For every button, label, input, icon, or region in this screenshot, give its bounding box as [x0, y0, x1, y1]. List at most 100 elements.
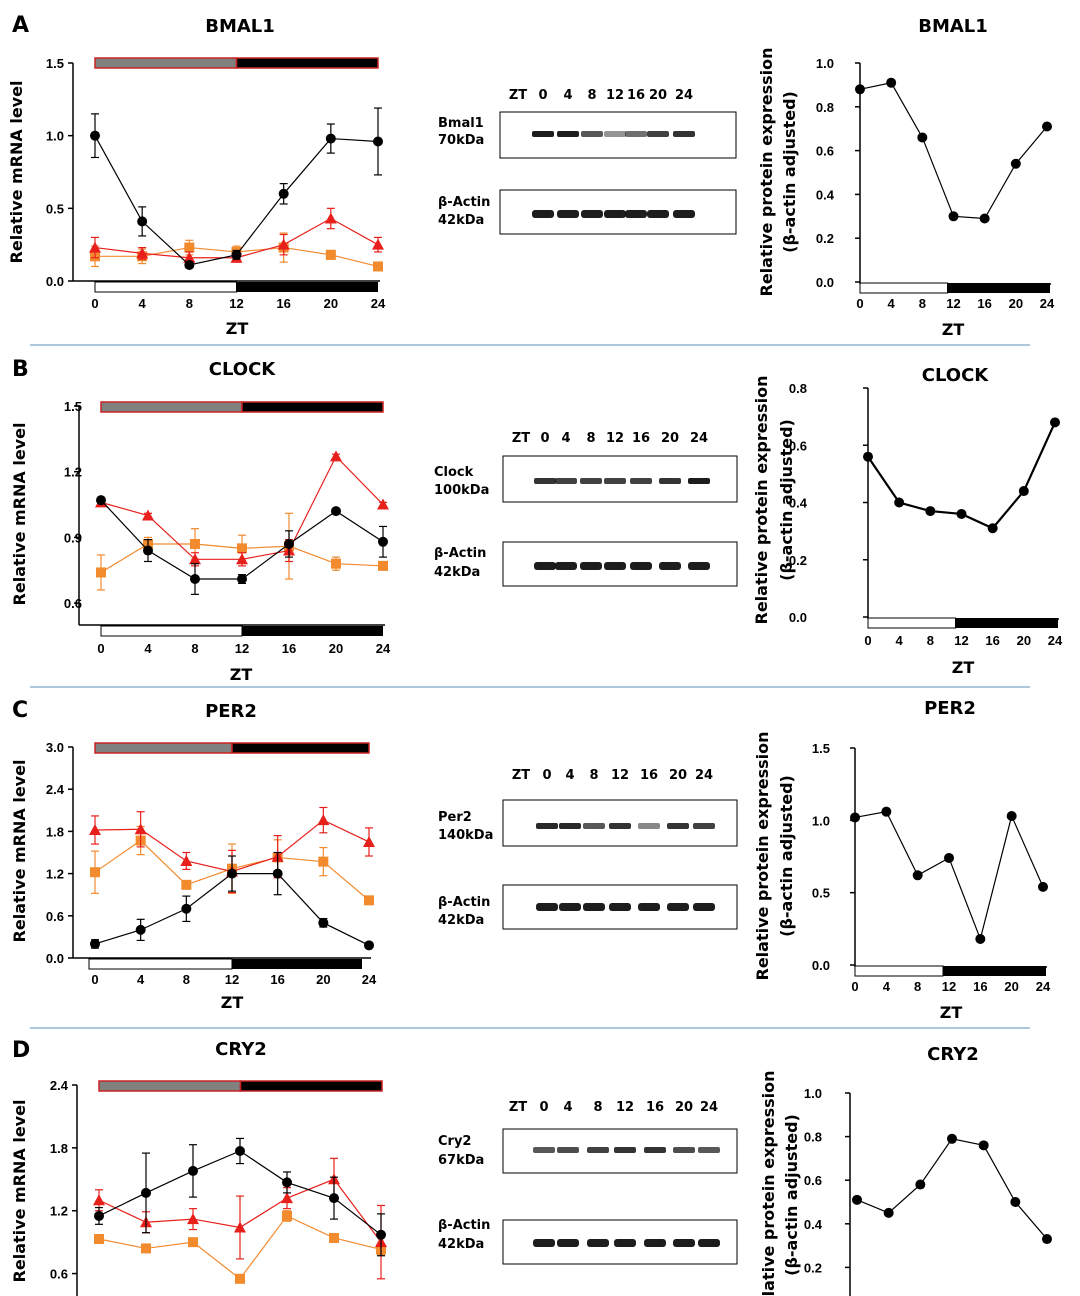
panel-c: C PER2 0.0 0.6 1.2 1.8 2.4 3.0 Relative mRNA lev… [10, 698, 1051, 1029]
y-tick-label: 1.8 [46, 824, 64, 839]
dark-phase-axis-bar [232, 959, 362, 969]
control-band-size: 42kDa [438, 913, 484, 928]
target-band [609, 823, 631, 829]
x-tick-label: 4 [883, 979, 891, 994]
blot-lane-label: 0 [540, 431, 549, 446]
y-tick-label: 0.4 [804, 1217, 823, 1232]
blot-lane-label: 8 [586, 431, 595, 446]
y-tick-label: 3.0 [46, 740, 64, 755]
target-band [583, 823, 605, 829]
blot-lane-label: 0 [538, 88, 547, 103]
y-tick-label: 0.4 [816, 187, 835, 202]
western-blot: ZT 0 4 8 12 16 20 24 Bmal1 70kDa β-Actin 42kDa [438, 88, 737, 235]
target-band-size: 100kDa [434, 483, 489, 498]
y-tick-label: 1.2 [46, 867, 64, 882]
protein-data-point [975, 933, 986, 944]
control-band-name: β-Actin [438, 1218, 490, 1233]
protein-chart: CRY2 0.2 0.4 0.6 0.8 1.0 Relative protein expr… [759, 1044, 1052, 1296]
x-tick-label: 20 [329, 641, 343, 656]
data-point [94, 1210, 104, 1221]
target-band [534, 478, 556, 484]
mrna-y-label: Relative mRNA level [10, 760, 29, 943]
western-blot: ZT 0 4 8 12 16 20 24 Cry2 67kDa β-Actin 42kDa [438, 1100, 738, 1265]
control-band [557, 210, 579, 218]
data-point [325, 249, 336, 260]
light-phase-axis-bar [859, 282, 948, 294]
series-circle [90, 107, 383, 271]
y-tick-label: 0.6 [50, 1267, 68, 1282]
protein-data-point [886, 77, 897, 88]
dark-phase-bar [241, 401, 384, 413]
mrna-x-label: ZT [230, 665, 253, 684]
control-band-size: 42kDa [434, 565, 480, 580]
target-band [630, 478, 652, 484]
dark-phase-axis-bar [242, 626, 383, 636]
x-tick-label: 16 [276, 296, 290, 311]
protein-x-label: ZT [940, 1003, 963, 1022]
blot-zt-label: ZT [512, 768, 530, 783]
x-tick-label: 20 [1017, 633, 1031, 648]
x-tick-label: 4 [139, 296, 147, 311]
mrna-chart-title: CLOCK [209, 359, 277, 380]
control-band [647, 210, 669, 218]
light-phase-axis-bar [88, 958, 233, 970]
y-tick-label: 0.2 [789, 553, 807, 568]
protein-data-point [881, 806, 892, 817]
mrna-chart: BMAL1 0.0 0.5 1.0 1.5 Relative mRNA level 0 4 8 1… [7, 16, 386, 338]
data-point [373, 136, 383, 147]
target-band [604, 131, 626, 137]
blot-lane-label: 12 [606, 431, 624, 446]
data-point [180, 854, 193, 866]
data-point [190, 574, 200, 585]
data-point [237, 574, 247, 585]
control-band [559, 903, 581, 911]
mrna-y-label: Relative mRNA level [10, 1100, 29, 1283]
panel-letter: C [12, 698, 28, 723]
target-band [667, 823, 689, 829]
panel-letter: D [12, 1038, 30, 1063]
x-tick-label: 24 [362, 972, 377, 987]
control-band [698, 1239, 720, 1247]
data-point [142, 509, 154, 521]
control-band [693, 903, 715, 911]
protein-data-point [1042, 121, 1052, 132]
blot-lane-label: 24 [695, 768, 713, 783]
y-tick-label: 1.5 [64, 399, 82, 414]
control-band-name: β-Actin [438, 195, 490, 210]
dark-phase-bar [231, 742, 370, 754]
protein-chart-title: CLOCK [922, 365, 990, 386]
y-tick-label: 0.8 [804, 1130, 822, 1145]
data-point [281, 1192, 293, 1204]
target-band [559, 823, 581, 829]
control-band [673, 210, 695, 218]
control-band-name: β-Actin [434, 546, 486, 561]
target-band [698, 1147, 720, 1153]
x-tick-label: 8 [183, 972, 190, 987]
control-band [583, 903, 605, 911]
control-band [604, 562, 626, 570]
control-band [688, 562, 710, 570]
mrna-y-label: Relative mRNA level [7, 81, 26, 264]
data-point [282, 1210, 292, 1221]
x-tick-label: 4 [137, 972, 145, 987]
y-tick-label: 0.6 [804, 1173, 822, 1188]
protein-series-line [856, 1138, 1048, 1240]
protein-data-point [917, 132, 928, 143]
blot-lane-label: 20 [669, 768, 687, 783]
data-point [363, 835, 375, 847]
mrna-x-label: ZT [221, 993, 244, 1012]
series-circle [96, 495, 388, 595]
blot-lane-label: 20 [661, 431, 679, 446]
blot-lane-label: 16 [627, 88, 645, 103]
data-point [134, 823, 147, 835]
blot-lane-label: 24 [700, 1100, 718, 1115]
protein-y-label: Relative protein expression [752, 376, 771, 625]
control-band [580, 562, 602, 570]
data-point [236, 553, 248, 565]
data-point [181, 879, 192, 890]
control-band [587, 1239, 609, 1247]
protein-chart-title: CRY2 [927, 1044, 979, 1065]
control-band [614, 1239, 636, 1247]
data-point [329, 1193, 339, 1204]
